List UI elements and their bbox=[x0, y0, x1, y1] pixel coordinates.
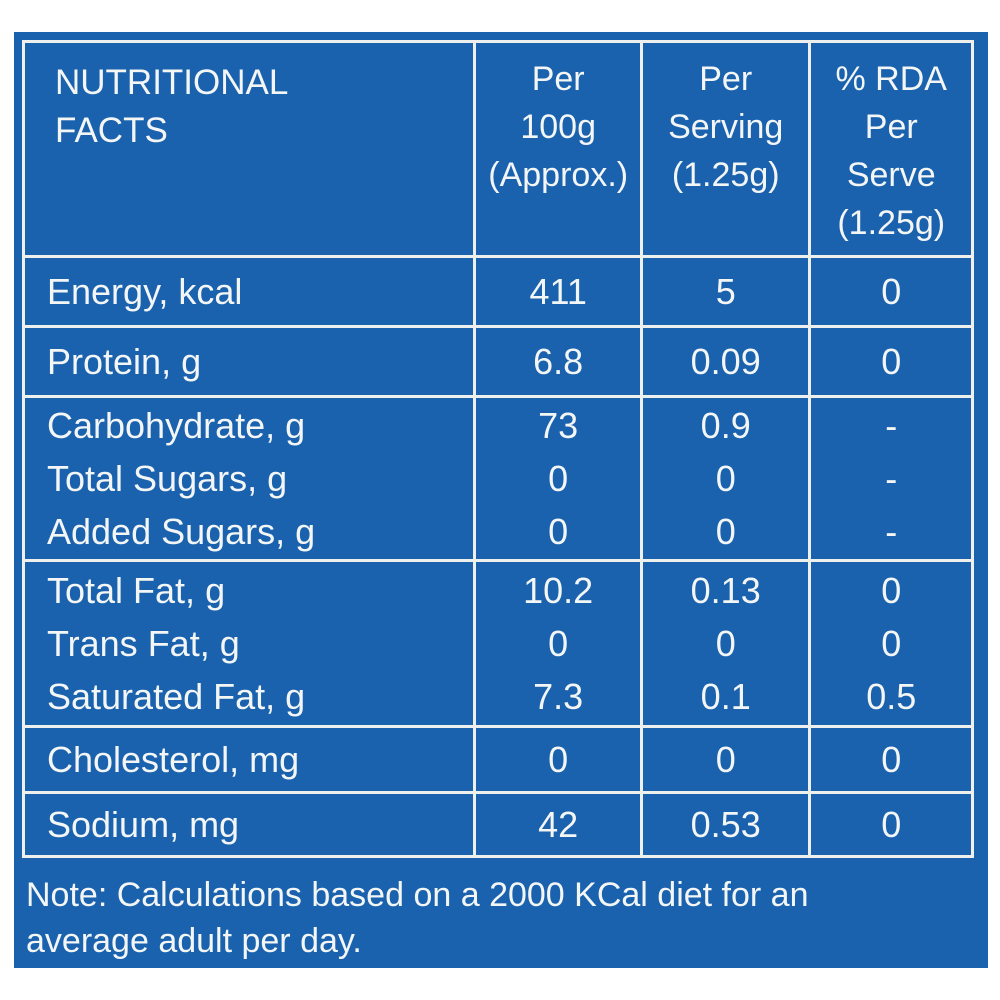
header-nutritional-facts: NUTRITIONAL FACTS bbox=[21, 40, 477, 258]
nutrient-label: Total Fat, g Trans Fat, g Saturated Fat,… bbox=[21, 559, 477, 728]
header-per-serving: Per Serving (1.25g) bbox=[639, 40, 812, 258]
value-per-serving: 0 bbox=[639, 725, 812, 794]
nutrition-table: NUTRITIONAL FACTS Per 100g (Approx.) Per… bbox=[21, 40, 974, 858]
nutrition-label: NUTRITIONAL FACTS Per 100g (Approx.) Per… bbox=[14, 32, 988, 968]
value-per-serving: 5 bbox=[639, 255, 812, 328]
value-rda: 0 bbox=[808, 255, 974, 328]
value-rda: 0 bbox=[808, 325, 974, 398]
table-row-cholesterol: Cholesterol, mg 0 0 0 bbox=[21, 725, 974, 794]
nutrient-label: Cholesterol, mg bbox=[21, 725, 477, 794]
value-per-serving: 0.13 0 0.1 bbox=[639, 559, 812, 728]
header-row: NUTRITIONAL FACTS Per 100g (Approx.) Per… bbox=[21, 40, 974, 258]
value-rda: 0 bbox=[808, 791, 974, 858]
value-per-serving: 0.53 bbox=[639, 791, 812, 858]
nutrient-label: Sodium, mg bbox=[21, 791, 477, 858]
value-rda: 0 bbox=[808, 725, 974, 794]
value-per-100g: 42 bbox=[473, 791, 643, 858]
nutrient-label: Energy, kcal bbox=[21, 255, 477, 328]
value-per-100g: 10.2 0 7.3 bbox=[473, 559, 643, 728]
value-per-100g: 411 bbox=[473, 255, 643, 328]
table-row-fat: Total Fat, g Trans Fat, g Saturated Fat,… bbox=[21, 559, 974, 728]
value-per-100g: 0 bbox=[473, 725, 643, 794]
note-text: Note: Calculations based on a 2000 KCal … bbox=[26, 876, 809, 960]
value-per-serving: 0.09 bbox=[639, 325, 812, 398]
header-rda-per-serve: % RDA Per Serve (1.25g) bbox=[808, 40, 974, 258]
table-row-protein: Protein, g 6.8 0.09 0 bbox=[21, 325, 974, 398]
nutrient-label: Protein, g bbox=[21, 325, 477, 398]
value-rda: 0 0 0.5 bbox=[808, 559, 974, 728]
header-per-100g: Per 100g (Approx.) bbox=[473, 40, 643, 258]
value-per-serving: 0.9 0 0 bbox=[639, 395, 812, 562]
table-row-energy: Energy, kcal 411 5 0 bbox=[21, 255, 974, 328]
value-per-100g: 73 0 0 bbox=[473, 395, 643, 562]
table-row-sodium: Sodium, mg 42 0.53 0 bbox=[21, 791, 974, 858]
table-row-carbohydrate: Carbohydrate, g Total Sugars, g Added Su… bbox=[21, 395, 974, 562]
value-per-100g: 6.8 bbox=[473, 325, 643, 398]
value-rda: - - - bbox=[808, 395, 974, 562]
nutrient-label: Carbohydrate, g Total Sugars, g Added Su… bbox=[21, 395, 477, 562]
